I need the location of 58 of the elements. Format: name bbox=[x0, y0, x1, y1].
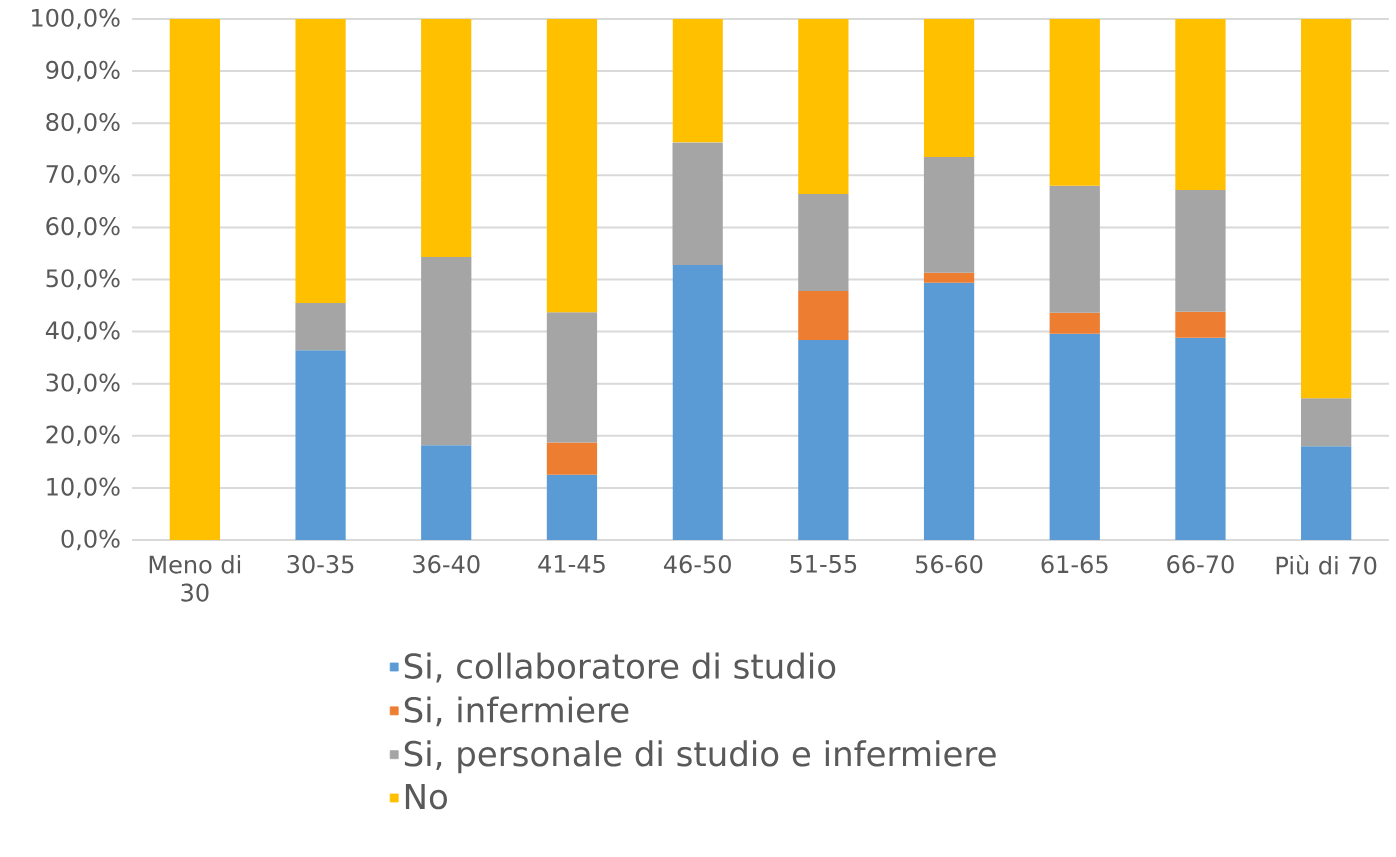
bar bbox=[295, 18, 346, 303]
x-tick-label: Più di 70 bbox=[1276, 555, 1377, 575]
bar bbox=[1049, 333, 1100, 540]
bar bbox=[1301, 398, 1352, 447]
bar bbox=[1049, 18, 1100, 186]
legend-label: Si, collaboratore di studio bbox=[404, 652, 836, 683]
y-tick-label: 90,0% bbox=[46, 60, 120, 82]
x-tick-label: 66-70 bbox=[1167, 555, 1234, 574]
bar bbox=[798, 194, 849, 291]
y-tick-label: 20,0% bbox=[46, 425, 120, 447]
bar bbox=[923, 282, 975, 540]
bar bbox=[1175, 311, 1226, 338]
bar bbox=[169, 18, 220, 540]
y-tick-label: 70,0% bbox=[46, 164, 120, 186]
bar bbox=[1049, 185, 1100, 313]
bar bbox=[1175, 189, 1226, 312]
y-tick-label: 40,0% bbox=[45, 321, 120, 342]
y-tick-label: 0,0% bbox=[61, 529, 120, 551]
bar bbox=[1049, 312, 1100, 334]
bar bbox=[798, 18, 849, 195]
bar bbox=[546, 18, 598, 313]
x-tick-label: 36-40 bbox=[413, 555, 480, 574]
bar bbox=[421, 445, 472, 540]
bar bbox=[295, 350, 346, 540]
y-tick-label: 100,0% bbox=[32, 8, 120, 30]
bar bbox=[546, 442, 598, 475]
bar bbox=[798, 339, 849, 540]
legend-label: Si, infermiere bbox=[404, 696, 629, 727]
y-tick-label: 10,0% bbox=[47, 477, 120, 499]
bar bbox=[672, 18, 723, 143]
bar bbox=[672, 264, 723, 540]
x-tick-label: 46-50 bbox=[663, 555, 731, 574]
bar bbox=[295, 302, 346, 351]
bar bbox=[672, 142, 723, 265]
bar bbox=[421, 18, 472, 258]
y-tick-label: 60,0% bbox=[46, 217, 120, 238]
bar bbox=[1301, 18, 1352, 399]
x-tick-label: Meno di 30 bbox=[149, 555, 241, 602]
legend-label: Si, personale di studio e infermiere bbox=[404, 740, 996, 774]
legend-label: No bbox=[405, 784, 447, 810]
bar bbox=[1175, 337, 1226, 540]
bar bbox=[546, 312, 598, 443]
bar bbox=[923, 272, 975, 283]
y-tick-label: 30,0% bbox=[46, 373, 120, 394]
x-tick-label: 51-55 bbox=[790, 555, 857, 573]
bar bbox=[1301, 446, 1352, 540]
y-tick-label: 80,0% bbox=[46, 112, 120, 134]
bar bbox=[421, 257, 472, 446]
x-tick-label: 56-60 bbox=[916, 555, 983, 574]
y-tick-label: 50,0% bbox=[46, 269, 120, 290]
x-tick-label: 30-35 bbox=[287, 555, 354, 574]
x-tick-label: 41-45 bbox=[538, 555, 605, 573]
bar bbox=[1175, 18, 1226, 190]
bar bbox=[923, 18, 975, 158]
x-tick-label: 61-65 bbox=[1041, 555, 1108, 574]
bar bbox=[798, 290, 849, 340]
bar bbox=[546, 474, 598, 540]
bar bbox=[923, 157, 975, 273]
